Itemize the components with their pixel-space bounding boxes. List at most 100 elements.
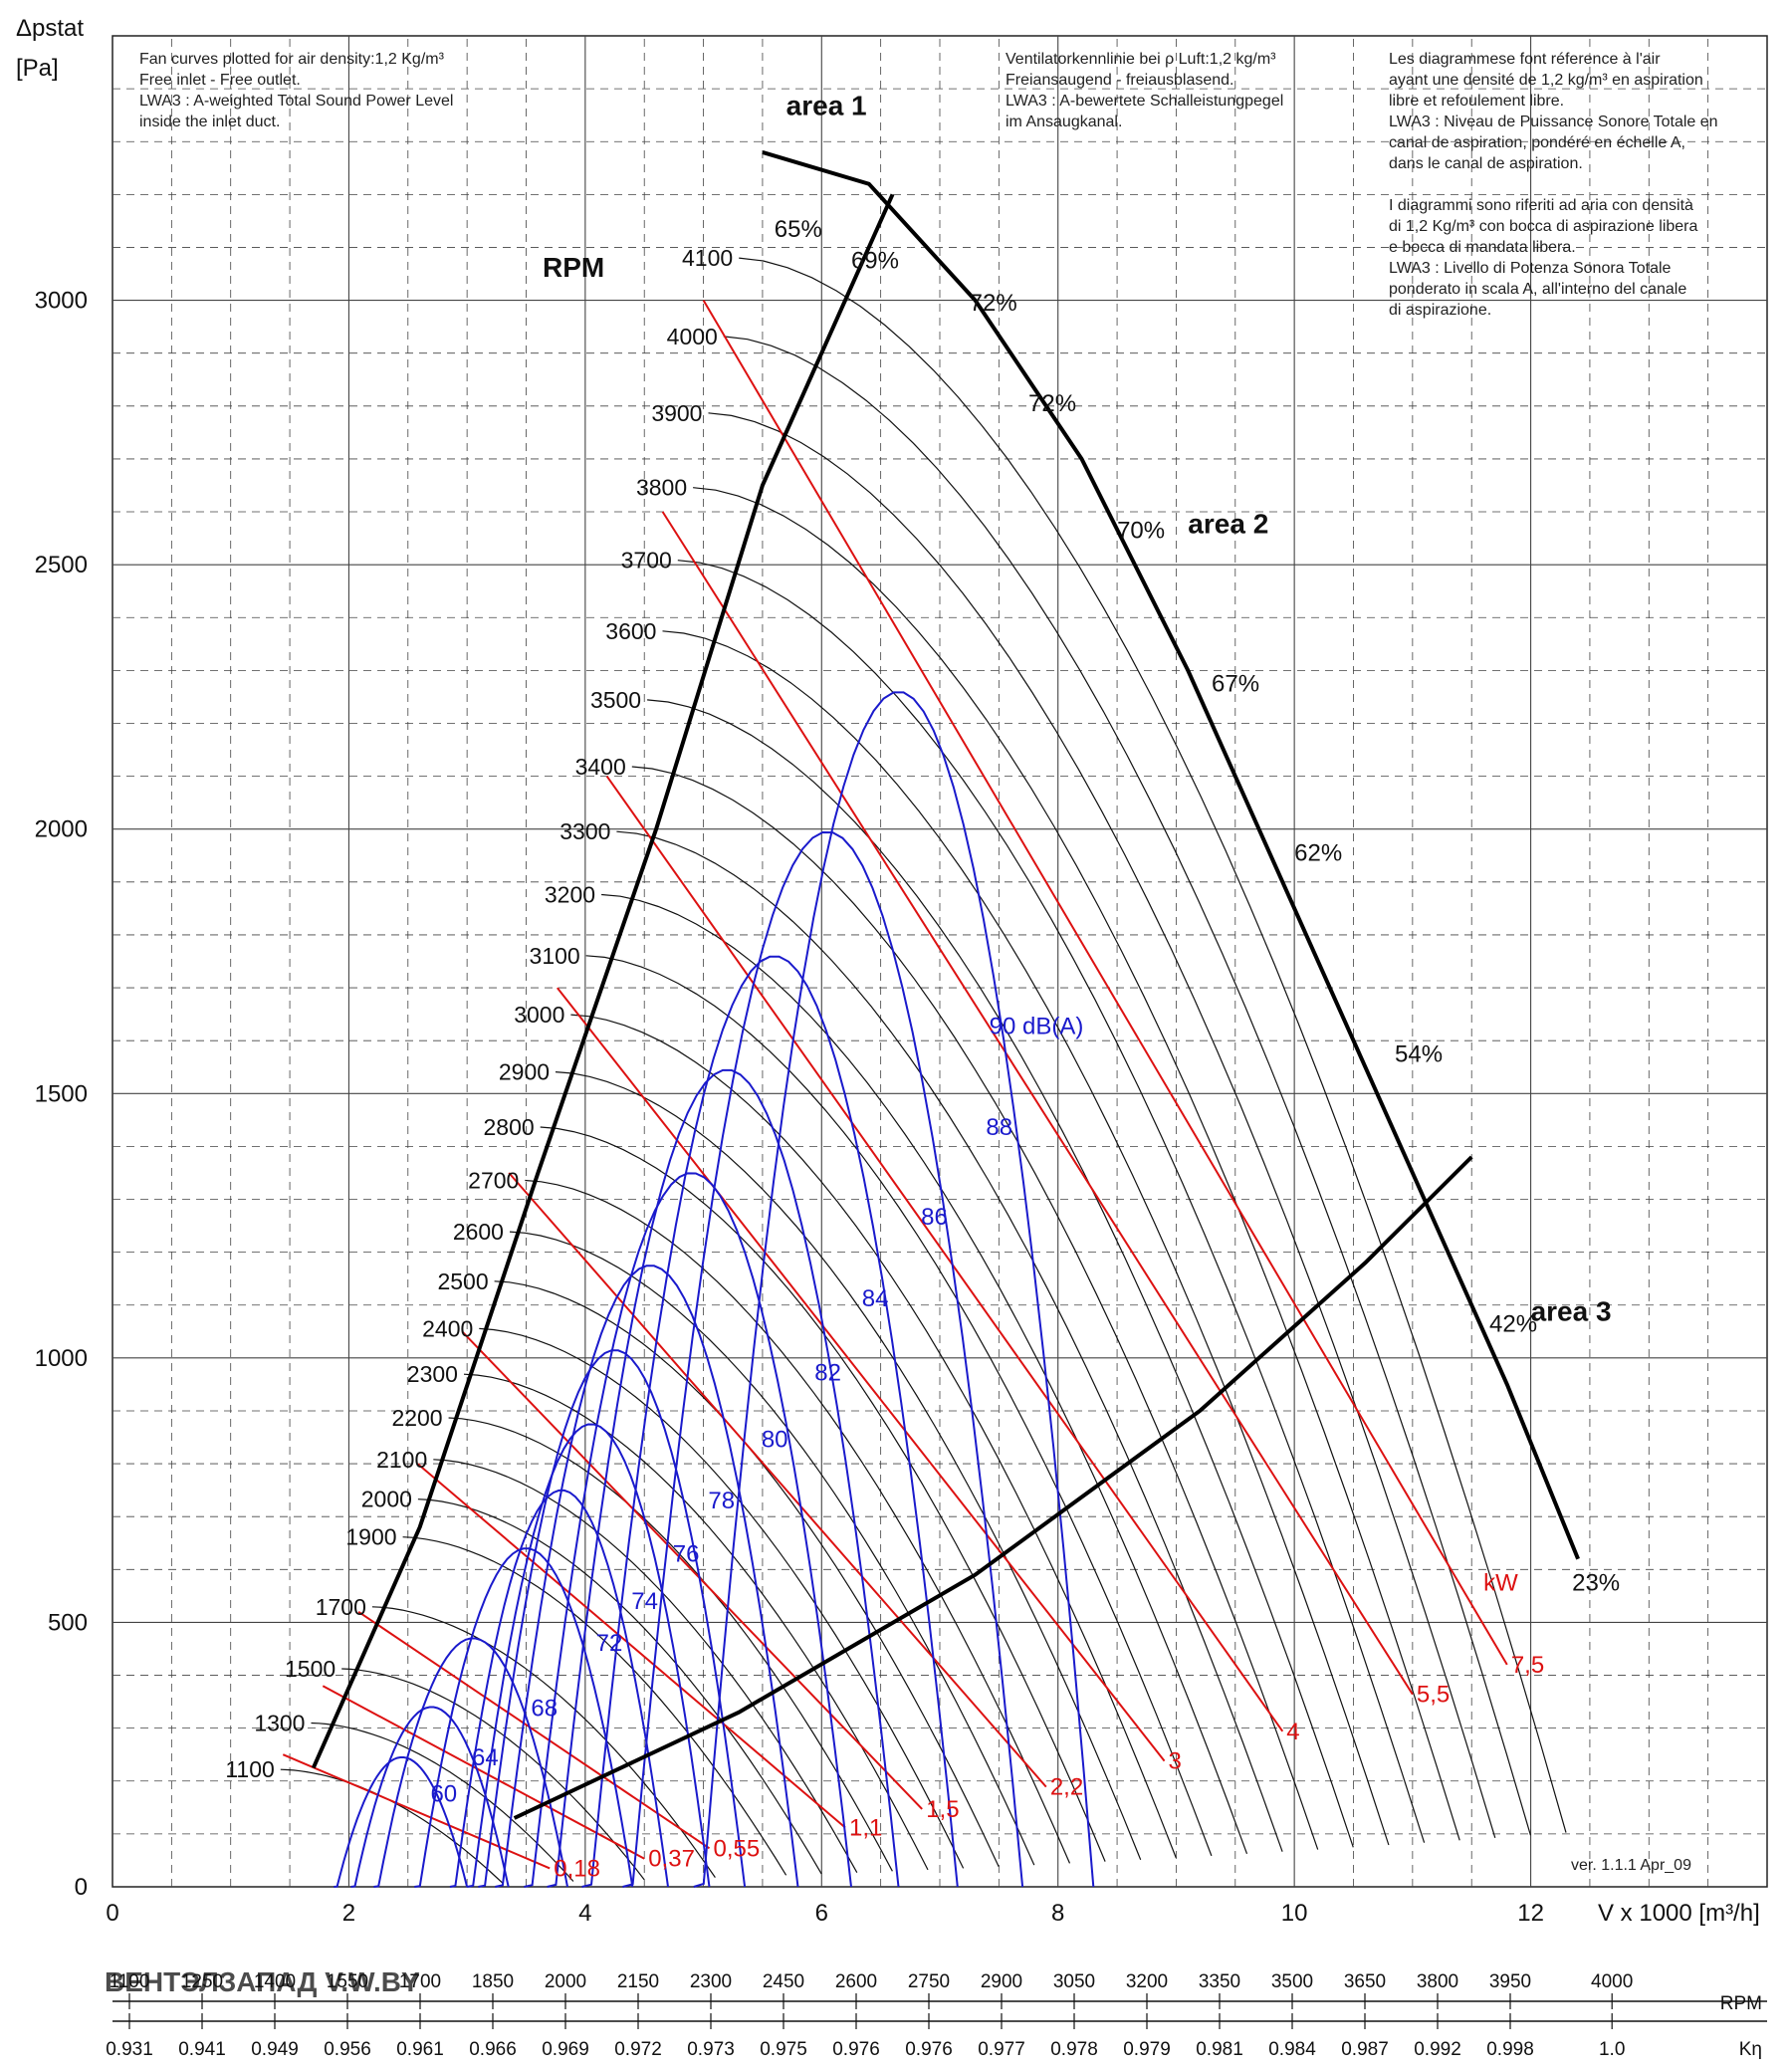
power-lines — [282, 300, 1508, 1870]
power-line — [661, 511, 1414, 1696]
rpm-label: 2000 — [361, 1487, 412, 1512]
rpm-label: 4100 — [682, 245, 733, 271]
rpm-scale-label: 2000 — [545, 1971, 586, 1992]
k-scale-label: 0.978 — [1050, 2039, 1098, 2060]
rpm-curve — [463, 1373, 929, 1871]
sound-label: 88 — [986, 1114, 1012, 1141]
rpm-label: 3300 — [559, 818, 610, 844]
sound-curves — [334, 691, 1095, 1888]
boundary-line-area3 — [513, 1155, 1473, 1820]
rpm-label: 1900 — [345, 1524, 396, 1550]
power-line — [322, 1685, 645, 1860]
boundary-line-area1 — [311, 193, 895, 1769]
rpm-label: 4000 — [667, 324, 718, 349]
sound-label: 74 — [631, 1588, 658, 1615]
note-fr-it: di 1,2 Kg/m³ con bocca di aspirazione li… — [1389, 218, 1697, 235]
rpm-label: 2700 — [468, 1168, 519, 1194]
rpm-curve — [417, 1498, 822, 1875]
power-line — [508, 1172, 1047, 1788]
power-label: 2,2 — [1050, 1774, 1083, 1801]
power-line — [357, 1610, 711, 1850]
rpm-curve — [662, 630, 1390, 1846]
y-axis-label: Δpstat — [16, 15, 84, 42]
sound-curve — [622, 830, 1024, 1888]
power-line — [605, 776, 1284, 1732]
efficiency-label: 67% — [1212, 671, 1259, 698]
efficiency-label: 70% — [1117, 518, 1165, 545]
note-fr-it: libre et refoulement libre. — [1389, 93, 1564, 110]
sound-label: 80 — [762, 1427, 788, 1454]
bottom-scales: 1100 1250 1400 1550 1700 1850 2000 2150 2300 2450… — [105, 1966, 1767, 2060]
x-tick-label: 8 — [1051, 1900, 1064, 1927]
rpm-label: 2800 — [484, 1114, 535, 1140]
sound-curve — [466, 1423, 711, 1888]
power-label: 5,5 — [1417, 1682, 1450, 1709]
rpm-label: 3400 — [575, 754, 626, 780]
rpm-curve — [311, 1722, 574, 1882]
note-fr-it: dans le canal de aspiration. — [1389, 155, 1583, 172]
k-scale-label: 0.975 — [760, 2039, 807, 2060]
sound-label: 60 — [430, 1780, 457, 1807]
rpm-scale-label: 1550 — [327, 1971, 368, 1992]
note-en: Free inlet - Free outlet. — [139, 72, 301, 89]
note-fr-it: e bocca di mandata libera. — [1389, 239, 1576, 256]
rpm-curve — [341, 1668, 645, 1881]
x-tick-label: 12 — [1517, 1900, 1544, 1927]
power-line — [557, 987, 1166, 1762]
rpm-label: 1100 — [225, 1756, 274, 1782]
boundary-outer — [762, 149, 1580, 1560]
note-de: im Ansaugkanal. — [1006, 114, 1122, 130]
k-scale-label: 0.976 — [905, 2039, 953, 2060]
rpm-scale-label: 3200 — [1126, 1971, 1168, 1992]
efficiency-label: 23% — [1572, 1570, 1620, 1597]
note-en: LWA3 : A-weighted Total Sound Power Leve… — [139, 93, 453, 110]
sound-curve — [350, 1706, 510, 1888]
rpm-scale-label: 3950 — [1489, 1971, 1531, 1992]
rpm-curve — [570, 1014, 1177, 1859]
rpm-scale-label: 2750 — [908, 1971, 950, 1992]
rpm-label: 2500 — [437, 1268, 488, 1294]
rpm-label: 2200 — [391, 1405, 442, 1431]
power-label: 0,55 — [714, 1835, 761, 1862]
rpm-label: 3700 — [621, 548, 672, 574]
power-line — [702, 300, 1508, 1666]
rpm-label: 3800 — [636, 475, 687, 501]
chart-labels: 0 2 4 6 8 10 12050010001500200025003000Δpstat[… — [16, 15, 1760, 1927]
k-scale-label: 0.987 — [1341, 2039, 1389, 2060]
note-en: inside the inlet duct. — [139, 114, 280, 130]
y-tick-label: 2500 — [35, 552, 88, 578]
sound-curve — [449, 1489, 669, 1888]
x-tick-label: 6 — [815, 1900, 828, 1927]
power-line — [461, 1330, 923, 1810]
rpm-scale-label: 3800 — [1417, 1971, 1458, 1992]
rpm-label: 3600 — [605, 618, 656, 644]
power-line — [282, 1753, 551, 1870]
sound-label: 90 dB(A) — [990, 1014, 1084, 1040]
k-scale-label: 0.969 — [542, 2039, 589, 2060]
rpm-label: 2600 — [453, 1219, 504, 1245]
rpm-curve — [601, 893, 1248, 1855]
rpm-label: 2900 — [499, 1059, 550, 1085]
rpm-curve — [616, 830, 1283, 1852]
area-label: area 2 — [1188, 508, 1268, 539]
sound-curve — [547, 1068, 900, 1888]
x-tick-label: 4 — [578, 1900, 591, 1927]
power-unit: kW — [1483, 1570, 1518, 1597]
sound-label: 72 — [596, 1630, 623, 1657]
sound-label: 68 — [531, 1695, 558, 1722]
rpm-curve — [708, 412, 1496, 1838]
rpm-scale-label: 2900 — [981, 1971, 1022, 1992]
rpm-curve — [739, 257, 1567, 1833]
sound-label: 86 — [921, 1204, 948, 1231]
note-fr-it: canal de aspiration, pondéré en échelle … — [1389, 134, 1685, 151]
rpm-label: 1700 — [316, 1594, 366, 1620]
rpm-curve — [509, 1231, 1035, 1866]
area-label: area 3 — [1531, 1296, 1612, 1327]
sound-label: 76 — [673, 1540, 700, 1567]
efficiency-label: 72% — [1028, 390, 1076, 417]
k-scale-label: 1.0 — [1599, 2039, 1625, 2060]
power-label: 0,37 — [648, 1846, 695, 1873]
rpm-label: 3000 — [514, 1002, 564, 1028]
efficiency-label: 69% — [851, 248, 899, 275]
rpm-scale-label: 1700 — [399, 1971, 441, 1992]
